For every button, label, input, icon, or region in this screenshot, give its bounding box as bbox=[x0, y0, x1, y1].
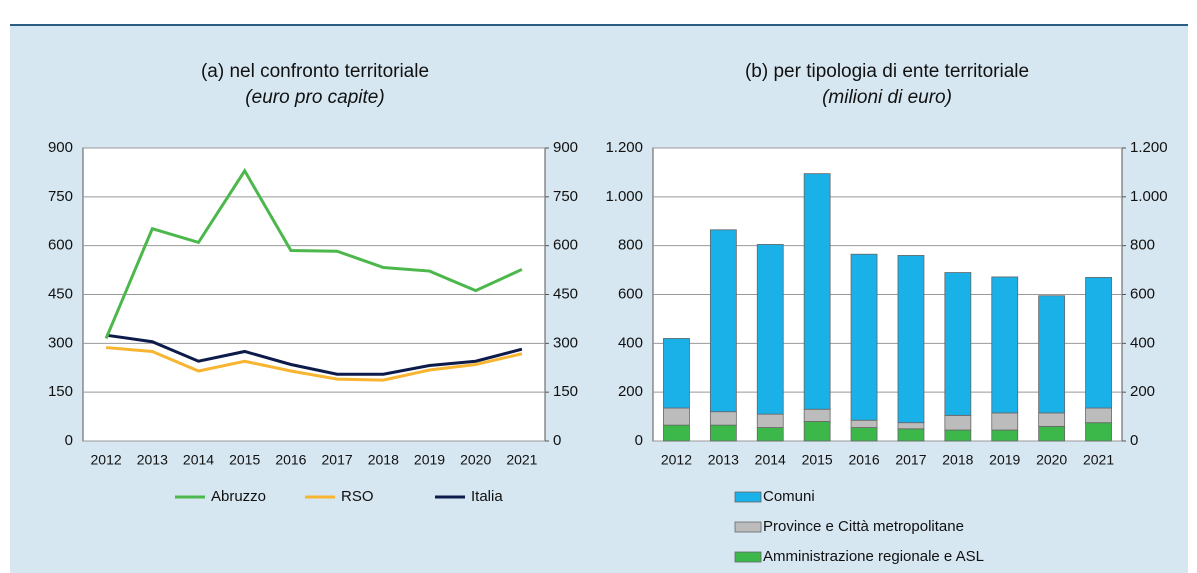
y2-tick-label: 200 bbox=[1130, 383, 1155, 400]
y-tick-label: 0 bbox=[65, 432, 73, 449]
bar-segment bbox=[663, 407, 690, 426]
y-tick-label: 300 bbox=[48, 334, 73, 351]
legend-swatch bbox=[734, 491, 762, 503]
x-tick-label: 2014 bbox=[183, 452, 214, 468]
x-tick-label: 2020 bbox=[460, 452, 491, 468]
y2-tick-label: 600 bbox=[1130, 285, 1155, 302]
x-tick-label: 2015 bbox=[229, 452, 260, 468]
y-tick-label: 400 bbox=[618, 334, 643, 351]
bar-segment bbox=[663, 424, 690, 442]
y-tick-label: 600 bbox=[48, 237, 73, 254]
chart-subtitle: (milioni di euro) bbox=[822, 87, 952, 108]
y2-tick-label: 450 bbox=[553, 285, 578, 302]
y2-tick-label: 0 bbox=[1130, 432, 1138, 449]
bar-segment bbox=[756, 427, 784, 442]
bar-segment bbox=[709, 424, 737, 442]
bar-segment bbox=[1038, 425, 1066, 442]
bar-segment bbox=[663, 338, 690, 409]
y-tick-label: 150 bbox=[48, 383, 73, 400]
x-tick-label: 2018 bbox=[368, 452, 399, 468]
bar-segment bbox=[1085, 407, 1112, 424]
x-tick-label: 2020 bbox=[1036, 452, 1067, 468]
bar-segment bbox=[897, 255, 925, 424]
x-tick-label: 2013 bbox=[137, 452, 168, 468]
bar-segment bbox=[1085, 422, 1112, 442]
bar-segment bbox=[803, 408, 831, 422]
x-tick-label: 2019 bbox=[414, 452, 445, 468]
bar-segment bbox=[897, 422, 925, 430]
y2-tick-label: 600 bbox=[553, 237, 578, 254]
bar-segment bbox=[850, 419, 878, 428]
x-tick-label: 2017 bbox=[895, 452, 926, 468]
x-tick-label: 2021 bbox=[1083, 452, 1114, 468]
line bbox=[105, 346, 523, 382]
x-tick-label: 2019 bbox=[989, 452, 1020, 468]
y2-tick-label: 750 bbox=[553, 188, 578, 205]
bar-segment bbox=[709, 411, 737, 426]
x-tick-label: 2012 bbox=[91, 452, 122, 468]
y2-tick-label: 900 bbox=[553, 139, 578, 156]
y-tick-label: 600 bbox=[618, 285, 643, 302]
y-tick-label: 750 bbox=[48, 188, 73, 205]
y-tick-label: 0 bbox=[635, 432, 643, 449]
bar-segment bbox=[756, 244, 784, 415]
bar-segment bbox=[756, 413, 784, 428]
y2-tick-label: 800 bbox=[1130, 237, 1155, 254]
y2-tick-label: 1.000 bbox=[1130, 188, 1168, 205]
y-tick-label: 450 bbox=[48, 285, 73, 302]
bar-segment bbox=[944, 414, 972, 431]
bar-segment bbox=[709, 229, 737, 413]
y2-tick-label: 1.200 bbox=[1130, 139, 1168, 156]
bar-segment bbox=[991, 276, 1019, 414]
line bbox=[105, 333, 523, 376]
x-tick-label: 2016 bbox=[275, 452, 306, 468]
bar-segment bbox=[944, 272, 972, 416]
legend-label: Amministrazione regionale e ASL bbox=[763, 548, 984, 565]
legend-label: Abruzzo bbox=[211, 488, 266, 505]
chart-subtitle: (euro pro capite) bbox=[245, 87, 384, 108]
bar-segment bbox=[1085, 277, 1112, 409]
y2-tick-label: 150 bbox=[553, 383, 578, 400]
legend-swatch bbox=[734, 551, 762, 563]
bar-segment bbox=[991, 412, 1019, 431]
y-tick-label: 200 bbox=[618, 383, 643, 400]
x-tick-label: 2021 bbox=[506, 452, 537, 468]
bar-segment bbox=[991, 429, 1019, 442]
bar-segment bbox=[1038, 295, 1066, 414]
y-tick-label: 900 bbox=[48, 139, 73, 156]
legend-label: Italia bbox=[471, 488, 503, 505]
legend-label: Comuni bbox=[763, 488, 815, 505]
x-tick-label: 2012 bbox=[661, 452, 692, 468]
bar-segment bbox=[803, 173, 831, 410]
x-tick-label: 2016 bbox=[848, 452, 879, 468]
x-tick-label: 2015 bbox=[802, 452, 833, 468]
y-tick-label: 1.200 bbox=[605, 139, 643, 156]
chart-title: (b) per tipologia di ente territoriale bbox=[745, 61, 1029, 82]
x-tick-label: 2018 bbox=[942, 452, 973, 468]
y2-tick-label: 0 bbox=[553, 432, 561, 449]
bar-segment bbox=[803, 421, 831, 442]
y2-tick-label: 400 bbox=[1130, 334, 1155, 351]
legend-swatch bbox=[734, 521, 762, 533]
line bbox=[104, 167, 523, 340]
bar-segment bbox=[850, 427, 878, 442]
legend-label: RSO bbox=[341, 488, 374, 505]
x-tick-label: 2014 bbox=[755, 452, 786, 468]
bar-segment bbox=[944, 429, 972, 442]
y-tick-label: 800 bbox=[618, 237, 643, 254]
chart-title: (a) nel confronto territoriale bbox=[201, 61, 429, 82]
x-tick-label: 2013 bbox=[708, 452, 739, 468]
y-tick-label: 1.000 bbox=[605, 188, 643, 205]
bar-segment bbox=[1038, 412, 1066, 427]
y2-tick-label: 300 bbox=[553, 334, 578, 351]
legend-label: Province e Città metropolitane bbox=[763, 518, 964, 535]
x-tick-label: 2017 bbox=[322, 452, 353, 468]
bar-segment bbox=[850, 253, 878, 421]
bar-segment bbox=[897, 428, 925, 442]
